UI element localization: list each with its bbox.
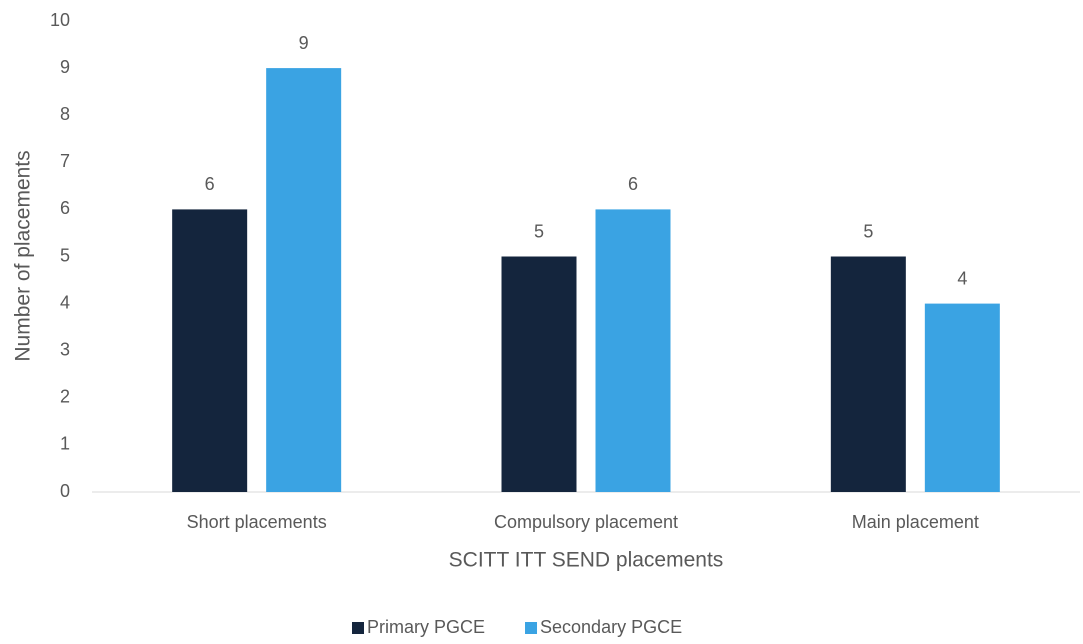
y-tick-label: 8 bbox=[60, 104, 70, 124]
legend-label: Secondary PGCE bbox=[540, 617, 682, 637]
bar bbox=[595, 209, 671, 492]
data-label: 9 bbox=[299, 33, 309, 53]
x-axis-title: SCITT ITT SEND placements bbox=[449, 549, 724, 572]
data-label: 4 bbox=[957, 268, 967, 288]
bar bbox=[924, 303, 1000, 492]
y-tick-label: 2 bbox=[60, 387, 70, 407]
x-tick-label: Main placement bbox=[852, 512, 979, 532]
data-label: 5 bbox=[534, 221, 544, 241]
data-label: 6 bbox=[205, 174, 215, 194]
y-tick-label: 9 bbox=[60, 57, 70, 77]
y-tick-label: 6 bbox=[60, 198, 70, 218]
bar bbox=[266, 68, 342, 492]
y-tick-label: 10 bbox=[50, 10, 70, 30]
x-tick-label: Compulsory placement bbox=[494, 512, 678, 532]
y-axis-title: Number of placements bbox=[12, 150, 35, 361]
bar bbox=[501, 256, 577, 492]
legend-swatch bbox=[352, 622, 364, 634]
y-tick-label: 5 bbox=[60, 245, 70, 265]
y-tick-label: 4 bbox=[60, 292, 70, 312]
y-tick-label: 7 bbox=[60, 151, 70, 171]
bar bbox=[172, 209, 248, 492]
legend-swatch bbox=[525, 622, 538, 634]
legend-label: Primary PGCE bbox=[367, 617, 485, 637]
y-tick-label: 1 bbox=[60, 434, 70, 454]
y-tick-label: 0 bbox=[60, 481, 70, 501]
bar bbox=[830, 256, 906, 492]
x-tick-label: Short placements bbox=[187, 512, 327, 532]
data-label: 5 bbox=[863, 221, 873, 241]
y-tick-label: 3 bbox=[60, 339, 70, 359]
data-label: 6 bbox=[628, 174, 638, 194]
